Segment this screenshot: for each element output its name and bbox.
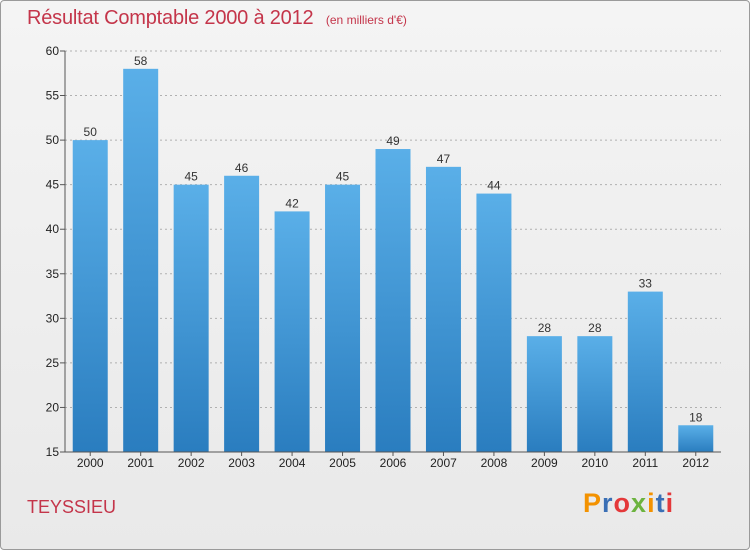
bar-2001[interactable] — [123, 68, 159, 453]
bar-2010[interactable] — [577, 336, 613, 452]
proxiti-logo[interactable]: Proxiti — [583, 488, 674, 519]
bar-value-label: 49 — [386, 134, 400, 148]
logo-letter: t — [655, 488, 666, 518]
bar-2006[interactable] — [375, 149, 411, 452]
bar-2000[interactable] — [72, 140, 108, 452]
y-tick-label: 45 — [46, 178, 60, 192]
bar-value-label: 28 — [588, 321, 602, 335]
x-tick-label: 2001 — [127, 456, 154, 470]
chart-subtitle: (en milliers d'€) — [325, 13, 407, 27]
y-tick-label: 15 — [46, 445, 60, 459]
y-tick-label: 40 — [46, 222, 60, 236]
bar-2011[interactable] — [627, 291, 663, 452]
x-tick-label: 2012 — [682, 456, 709, 470]
bar-value-label: 45 — [184, 170, 198, 184]
x-tick-label: 2003 — [228, 456, 255, 470]
logo-letter: P — [583, 488, 603, 518]
chart-title-row: Résultat Comptable 2000 à 2012 (en milli… — [27, 7, 407, 30]
logo-letter: i — [665, 488, 675, 518]
x-tick-label: 2005 — [329, 456, 356, 470]
y-tick-label: 50 — [46, 133, 60, 147]
bar-value-label: 42 — [285, 196, 299, 210]
logo-letter: r — [602, 488, 614, 518]
y-tick-label: 35 — [46, 267, 60, 281]
chart-title: Résultat Comptable 2000 à 2012 — [27, 7, 314, 29]
y-tick-label: 30 — [46, 311, 60, 325]
x-tick-label: 2002 — [178, 456, 205, 470]
bar-2009[interactable] — [526, 336, 562, 452]
y-tick-label: 20 — [46, 400, 60, 414]
bar-value-label: 46 — [235, 161, 249, 175]
bar-value-label: 44 — [487, 179, 501, 193]
bar-2004[interactable] — [274, 211, 310, 452]
bar-value-label: 58 — [134, 54, 148, 68]
x-tick-label: 2011 — [632, 456, 658, 470]
bar-value-label: 28 — [538, 321, 552, 335]
axes: 15 20 25 30 35 40 45 50 55 60 2000 2001 2002 2003 2004… — [46, 44, 721, 470]
x-tick-label: 2007 — [430, 456, 457, 470]
bars: 50 58 45 46 42 45 49 47 44 28 28 33 18 — [72, 54, 714, 453]
bar-2002[interactable] — [173, 184, 209, 452]
y-tick-label: 60 — [46, 44, 60, 58]
bar-2012[interactable] — [678, 425, 714, 452]
logo-letter: x — [631, 488, 648, 518]
bar-2007[interactable] — [425, 166, 461, 452]
x-tick-label: 2004 — [279, 456, 306, 470]
commune-name: TEYSSIEU — [27, 497, 117, 517]
y-tick-label: 55 — [46, 89, 60, 103]
bar-value-label: 47 — [437, 152, 451, 166]
bar-2003[interactable] — [224, 175, 260, 452]
bar-2005[interactable] — [325, 184, 361, 452]
x-tick-label: 2010 — [581, 456, 608, 470]
bar-2008[interactable] — [476, 193, 512, 453]
logo-letter: o — [613, 488, 632, 518]
bar-value-label: 50 — [84, 125, 98, 139]
x-tick-label: 2000 — [77, 456, 104, 470]
x-tick-label: 2008 — [481, 456, 508, 470]
bar-value-label: 18 — [689, 410, 703, 424]
y-tick-label: 25 — [46, 356, 60, 370]
logo-letter: i — [647, 488, 656, 518]
bar-value-label: 45 — [336, 170, 350, 184]
x-tick-label: 2006 — [380, 456, 407, 470]
bar-value-label: 33 — [639, 277, 653, 291]
x-tick-label: 2009 — [531, 456, 558, 470]
